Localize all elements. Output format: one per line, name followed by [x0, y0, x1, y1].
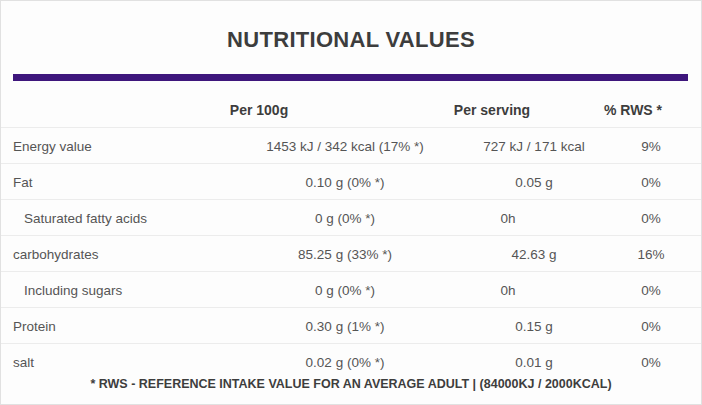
value-per-serving: 0h [500, 210, 515, 225]
rws-footnote: * RWS - REFERENCE INTAKE VALUE FOR AN AV… [1, 377, 701, 391]
value-per-serving: 0.01 g [515, 355, 553, 370]
row-label: Including sugars [24, 282, 122, 297]
row-label: Fat [13, 174, 33, 189]
value-rws: 0% [641, 318, 661, 333]
value-per-100g: 85.25 g (33% *) [298, 246, 392, 261]
table-row-carbohydrates: carbohydrates 85.25 g (33% *) 42.63 g 16… [1, 236, 701, 272]
row-label: Saturated fatty acids [24, 210, 147, 225]
value-per-100g: 1453 kJ / 342 kcal (17% *) [266, 138, 424, 153]
value-per-serving: 0.05 g [515, 174, 553, 189]
table-body: Energy value 1453 kJ / 342 kcal (17% *) … [1, 128, 701, 380]
value-per-100g: 0.02 g (0% *) [306, 355, 385, 370]
table-row-sugars: Including sugars 0 g (0% *) 0h 0% [1, 272, 701, 308]
accent-divider [13, 74, 688, 81]
table-row-fat: Fat 0.10 g (0% *) 0.05 g 0% [1, 164, 701, 200]
page-title: NUTRITIONAL VALUES [1, 27, 701, 53]
table-row-saturated-fat: Saturated fatty acids 0 g (0% *) 0h 0% [1, 200, 701, 236]
row-label: salt [13, 355, 34, 370]
value-rws: 0% [641, 210, 661, 225]
value-rws: 0% [641, 355, 661, 370]
row-label: Energy value [13, 138, 92, 153]
value-per-serving: 42.63 g [511, 246, 556, 261]
value-per-serving: 727 kJ / 171 kcal [483, 138, 584, 153]
column-header-per-100g: Per 100g [230, 102, 288, 118]
table-row-protein: Protein 0.30 g (1% *) 0.15 g 0% [1, 308, 701, 344]
value-per-100g: 0.30 g (1% *) [306, 318, 385, 333]
value-rws: 9% [641, 138, 661, 153]
value-per-100g: 0.10 g (0% *) [306, 174, 385, 189]
value-per-100g: 0 g (0% *) [315, 282, 375, 297]
row-label: Protein [13, 318, 56, 333]
nutrition-facts-panel: NUTRITIONAL VALUES Per 100g Per serving … [0, 0, 702, 405]
value-per-serving: 0.15 g [515, 318, 553, 333]
value-rws: 0% [641, 174, 661, 189]
row-label: carbohydrates [13, 246, 99, 261]
value-per-serving: 0h [500, 282, 515, 297]
table-row-salt: salt 0.02 g (0% *) 0.01 g 0% [1, 344, 701, 380]
value-per-100g: 0 g (0% *) [315, 210, 375, 225]
value-rws: 16% [637, 246, 664, 261]
column-header-per-serving: Per serving [454, 102, 530, 118]
table-header-row: Per 100g Per serving % RWS * [1, 93, 701, 128]
table-row-energy: Energy value 1453 kJ / 342 kcal (17% *) … [1, 128, 701, 164]
value-rws: 0% [641, 282, 661, 297]
column-header-rws: % RWS * [604, 102, 662, 118]
